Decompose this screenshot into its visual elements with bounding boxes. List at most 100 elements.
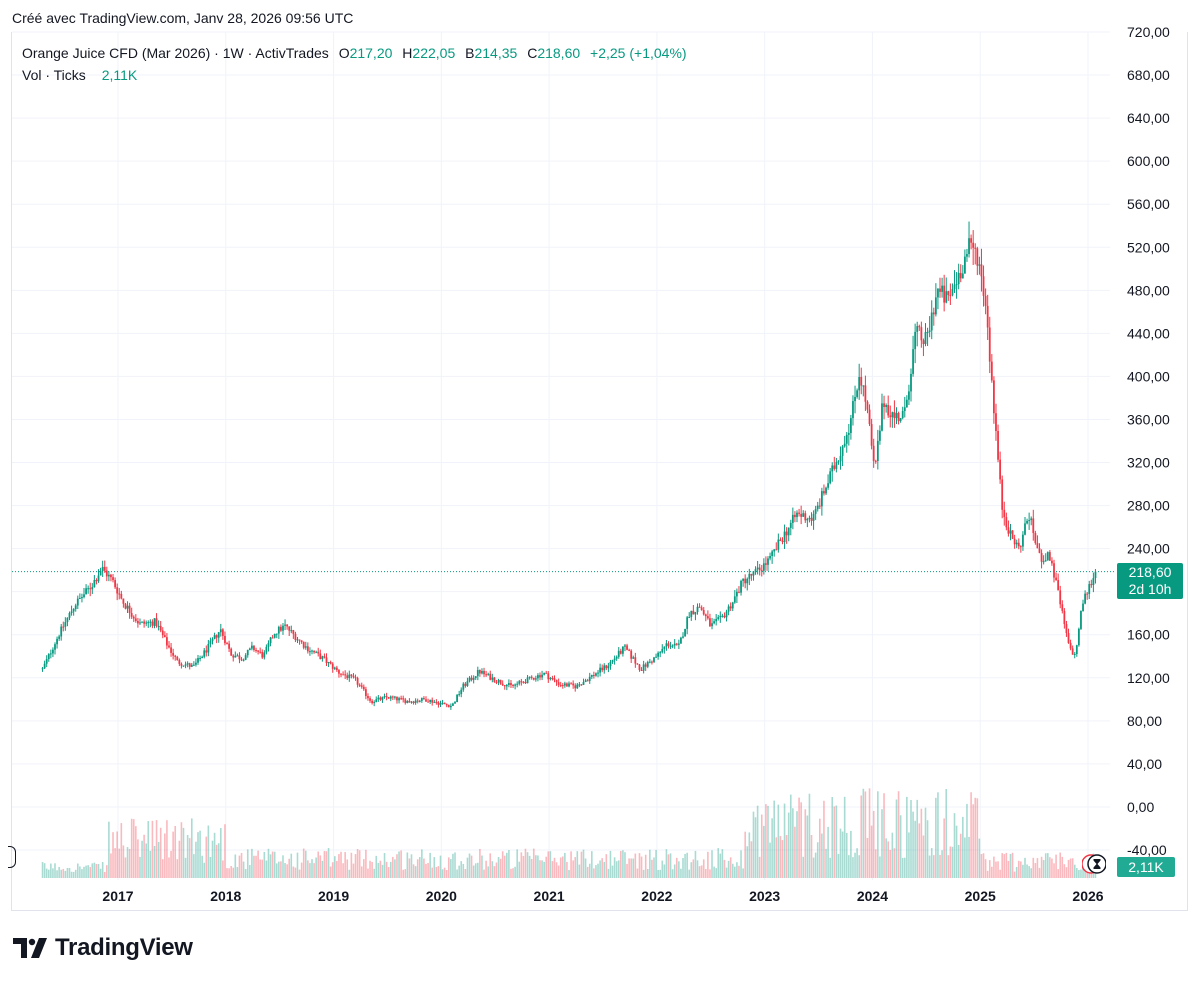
- volume-bar: [591, 851, 593, 878]
- candle-body: [843, 443, 846, 447]
- candle-body: [634, 657, 637, 664]
- volume-bar: [143, 834, 145, 878]
- volume-bar: [317, 851, 320, 878]
- candle-body: [406, 700, 409, 703]
- candle-body: [818, 505, 821, 507]
- volume-bar: [978, 838, 981, 878]
- candle-body: [537, 675, 539, 679]
- volume-bar: [120, 823, 123, 878]
- candle-body: [949, 295, 952, 297]
- candle-body: [147, 622, 150, 624]
- candle-body: [812, 513, 815, 521]
- volume-bar: [379, 860, 382, 878]
- candle-body: [823, 491, 825, 494]
- volume-bar: [450, 859, 452, 878]
- volume-bar: [396, 854, 398, 878]
- candle-body: [555, 679, 558, 683]
- volume-bar: [1063, 864, 1066, 878]
- candle-body: [808, 517, 811, 520]
- candle-body: [141, 621, 143, 623]
- volume-bar: [485, 860, 487, 878]
- volume-bar: [414, 866, 417, 878]
- volume-bar: [147, 821, 150, 878]
- legend-volume-label[interactable]: Vol · Ticks: [22, 67, 86, 83]
- volume-bar: [899, 815, 902, 878]
- candle-body: [431, 699, 434, 703]
- candle-body: [377, 697, 380, 700]
- candle-body: [908, 391, 910, 400]
- volume-bar: [1065, 867, 1068, 878]
- candle-body: [364, 689, 367, 697]
- candle-body: [49, 653, 52, 655]
- volume-bar: [988, 860, 991, 878]
- candle-body: [136, 620, 139, 624]
- last-price-badge: 218,60 2d 10h: [1117, 563, 1183, 599]
- volume-bar: [773, 800, 776, 878]
- tradingview-logo[interactable]: TradingView: [13, 934, 193, 962]
- candle-body: [903, 407, 906, 411]
- candle-body: [816, 505, 819, 510]
- volume-bar: [742, 868, 744, 878]
- candle-body: [126, 605, 129, 609]
- candle-body: [122, 598, 125, 604]
- candle-body: [646, 662, 649, 667]
- candle-body: [1094, 571, 1097, 579]
- volume-bar: [112, 832, 114, 878]
- candle-body: [389, 696, 392, 699]
- volume-bar: [286, 864, 288, 878]
- candle-body: [203, 650, 206, 657]
- volume-bar: [734, 866, 736, 878]
- candle-body: [505, 684, 508, 687]
- volume-bar: [186, 834, 189, 878]
- volume-bar: [398, 851, 400, 878]
- volume-bar: [657, 869, 659, 878]
- pane-resize-handle[interactable]: [8, 846, 16, 868]
- volume-bar: [416, 859, 419, 878]
- candle-body: [462, 683, 465, 690]
- candle-body: [557, 682, 560, 685]
- candle-body: [62, 626, 65, 628]
- volume-bar: [1013, 871, 1016, 878]
- candle-body: [551, 677, 554, 679]
- volume-bar: [1042, 860, 1045, 878]
- volume-bar: [190, 818, 193, 878]
- candle-body: [139, 622, 141, 624]
- candle-body: [311, 650, 313, 652]
- candle-body: [213, 635, 216, 640]
- volume-bar: [532, 848, 535, 878]
- candle-body: [1088, 584, 1091, 594]
- candle-body: [733, 596, 736, 603]
- candle-body: [481, 670, 483, 674]
- volume-bar: [754, 817, 757, 878]
- volume-bar: [1061, 856, 1064, 878]
- candle-body: [70, 611, 73, 614]
- candle-body: [408, 700, 411, 703]
- volume-bar: [257, 850, 259, 878]
- volume-bar: [675, 857, 678, 878]
- volume-bar: [470, 855, 473, 878]
- volume-bar: [850, 830, 852, 878]
- volume-bar: [1011, 852, 1014, 878]
- volume-bar: [663, 864, 666, 878]
- volume-bar: [236, 867, 239, 878]
- candle-body: [924, 332, 927, 345]
- legend-symbol[interactable]: Orange Juice CFD (Mar 2026) · 1W · Activ…: [22, 45, 329, 61]
- candle-body: [329, 661, 332, 664]
- volume-bar: [906, 796, 908, 878]
- candle-body: [961, 273, 964, 279]
- volume-bar: [729, 857, 732, 878]
- hourglass-icon[interactable]: [1082, 852, 1106, 876]
- chart-frame[interactable]: [11, 32, 1188, 911]
- candle-body: [715, 618, 718, 622]
- volume-bar: [561, 856, 564, 878]
- volume-bar: [304, 850, 307, 878]
- volume-bar: [232, 867, 235, 878]
- candle-body: [957, 272, 960, 285]
- candle-body: [184, 664, 187, 666]
- candle-body: [783, 531, 786, 542]
- candle-body: [466, 681, 469, 686]
- candle-body: [99, 571, 102, 576]
- volume-bar: [750, 841, 753, 878]
- volume-bar: [313, 863, 315, 878]
